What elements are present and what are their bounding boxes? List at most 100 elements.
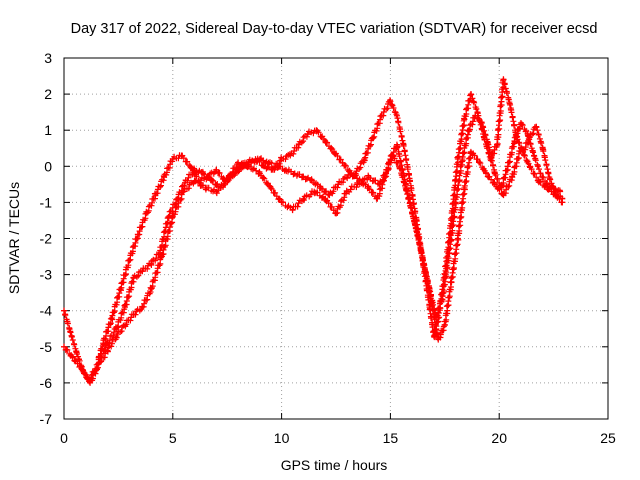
y-tick-label: -7 <box>40 411 53 427</box>
data-point <box>504 163 511 170</box>
data-point <box>261 163 268 170</box>
data-point <box>67 329 74 336</box>
series-trace-a <box>61 76 566 386</box>
data-point <box>343 174 350 181</box>
data-point <box>478 119 485 126</box>
y-tick-labels: -7 -6 -5 -4 -3 -2 -1 0 1 2 3 <box>40 50 53 427</box>
x-axis-label: GPS time / hours <box>281 457 388 473</box>
data-point <box>452 199 459 206</box>
data-point <box>139 267 146 274</box>
data-point <box>441 322 448 329</box>
data-point <box>278 156 285 163</box>
data-point <box>365 174 372 181</box>
data-point <box>420 257 427 264</box>
data-point <box>406 177 413 184</box>
data-point <box>387 156 394 163</box>
data-point <box>282 166 289 173</box>
data-point <box>84 376 91 383</box>
data-point <box>208 177 215 184</box>
data-point <box>213 188 220 195</box>
data-point <box>304 130 311 137</box>
data-point <box>400 170 407 177</box>
data-point <box>507 101 514 108</box>
data-point <box>472 112 479 119</box>
data-point <box>559 195 566 202</box>
data-point <box>91 369 98 376</box>
y-tick-label: -6 <box>40 375 53 391</box>
data-point <box>165 213 172 220</box>
data-point <box>202 184 209 191</box>
data-point <box>369 134 376 141</box>
y-axis-label: SDTVAR / TECUs <box>6 182 22 294</box>
data-point <box>459 156 466 163</box>
data-point <box>174 195 181 202</box>
data-point <box>374 195 381 202</box>
data-point <box>296 141 303 148</box>
data-point <box>87 379 94 386</box>
data-point <box>517 145 524 152</box>
data-point <box>491 181 498 188</box>
data-point <box>467 148 474 155</box>
data-point <box>413 228 420 235</box>
data-point <box>339 159 346 166</box>
data-point <box>365 184 372 191</box>
data-point <box>191 177 198 184</box>
data-point <box>494 141 501 148</box>
x-tick-label: 5 <box>169 430 177 446</box>
data-point <box>182 177 189 184</box>
data-point <box>461 184 468 191</box>
x-tick-label: 25 <box>600 430 616 446</box>
data-point <box>191 166 198 173</box>
data-point <box>217 184 224 191</box>
data-point <box>474 109 481 116</box>
x-tick-label: 15 <box>383 430 399 446</box>
data-point <box>243 159 250 166</box>
data-point <box>435 336 442 343</box>
data-point <box>152 192 159 199</box>
data-point <box>361 156 368 163</box>
data-point <box>393 112 400 119</box>
grid <box>64 58 608 419</box>
y-tick-label: -2 <box>40 231 53 247</box>
data-point <box>74 351 81 358</box>
data-point <box>500 76 507 83</box>
x-tick-label: 20 <box>491 430 507 446</box>
data-point <box>156 249 163 256</box>
data-point <box>491 170 498 177</box>
data-point <box>130 275 137 282</box>
data-point <box>269 166 276 173</box>
data-points <box>61 76 566 386</box>
data-point <box>300 195 307 202</box>
data-point <box>108 314 115 321</box>
y-tick-label: -1 <box>40 194 53 210</box>
data-point <box>552 192 559 199</box>
series-trace-c <box>95 112 564 361</box>
data-point <box>533 123 540 130</box>
data-point <box>446 249 453 256</box>
data-point <box>226 174 233 181</box>
data-point <box>356 177 363 184</box>
data-point <box>161 174 168 181</box>
x-tick-label: 0 <box>60 430 68 446</box>
data-point <box>117 286 124 293</box>
data-point <box>113 325 120 332</box>
y-tick-label: 2 <box>44 86 52 102</box>
data-point <box>343 188 350 195</box>
data-point <box>287 152 294 159</box>
data-point <box>465 127 472 134</box>
data-point <box>148 260 155 267</box>
data-point <box>400 141 407 148</box>
chart-title: Day 317 of 2022, Sidereal Day-to-day VTE… <box>71 21 598 37</box>
data-point <box>326 192 333 199</box>
data-point <box>213 166 220 173</box>
data-point <box>148 286 155 293</box>
y-tick-label: -3 <box>40 267 53 283</box>
data-point <box>433 314 440 321</box>
y-tick-label: 3 <box>44 50 52 66</box>
data-point <box>267 184 274 191</box>
data-point <box>169 156 176 163</box>
data-point <box>256 170 263 177</box>
data-point <box>121 322 128 329</box>
data-point <box>126 257 133 264</box>
y-tick-label: 1 <box>44 122 52 138</box>
